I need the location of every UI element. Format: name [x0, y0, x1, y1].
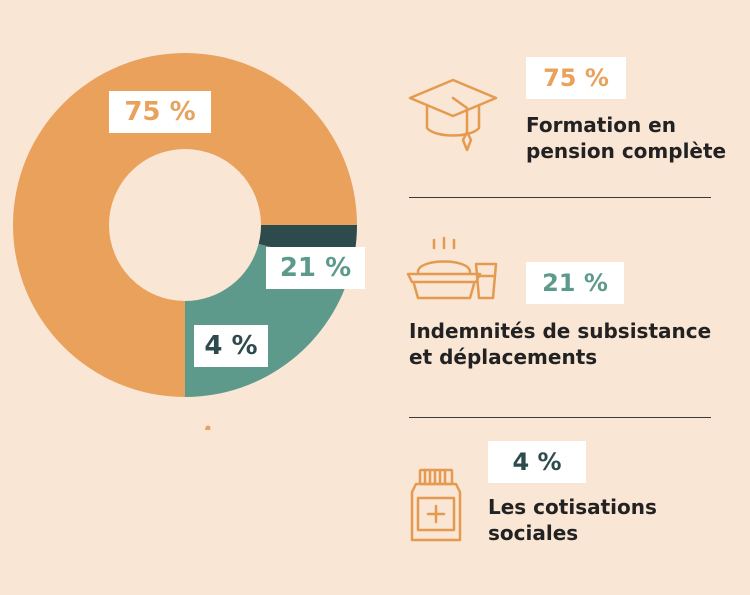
slice-label-21: 21 % [266, 247, 365, 289]
legend-label-line1: Les cotisations [488, 495, 657, 519]
legend-label-indemnites: Indemnités de subsistance et déplacement… [409, 318, 711, 370]
legend-label-formation: Formation en pension complète [526, 112, 726, 164]
graduation-cap-icon [408, 78, 498, 152]
legend-label-line1: Formation en [526, 113, 676, 137]
slice-label-4: 4 % [194, 325, 268, 367]
legend-label-line2: et déplacements [409, 345, 598, 369]
legend-label-line2: pension complète [526, 139, 727, 163]
medicine-bottle-icon [410, 468, 462, 542]
legend-value-21: 21 % [526, 262, 624, 304]
divider-2 [409, 417, 711, 418]
legend-value-75: 75 % [526, 57, 626, 99]
curved-arrow-icon [205, 425, 211, 430]
legend-value-4: 4 % [488, 441, 586, 483]
legend-label-cotisations: Les cotisations sociales [488, 494, 657, 546]
slice-label-75: 75 % [109, 91, 211, 133]
divider-1 [409, 197, 711, 198]
legend-label-line1: Indemnités de subsistance [409, 319, 712, 343]
meal-tray-icon [406, 236, 498, 300]
donut-slice-75 [13, 53, 357, 397]
legend-label-line2: sociales [488, 521, 579, 545]
